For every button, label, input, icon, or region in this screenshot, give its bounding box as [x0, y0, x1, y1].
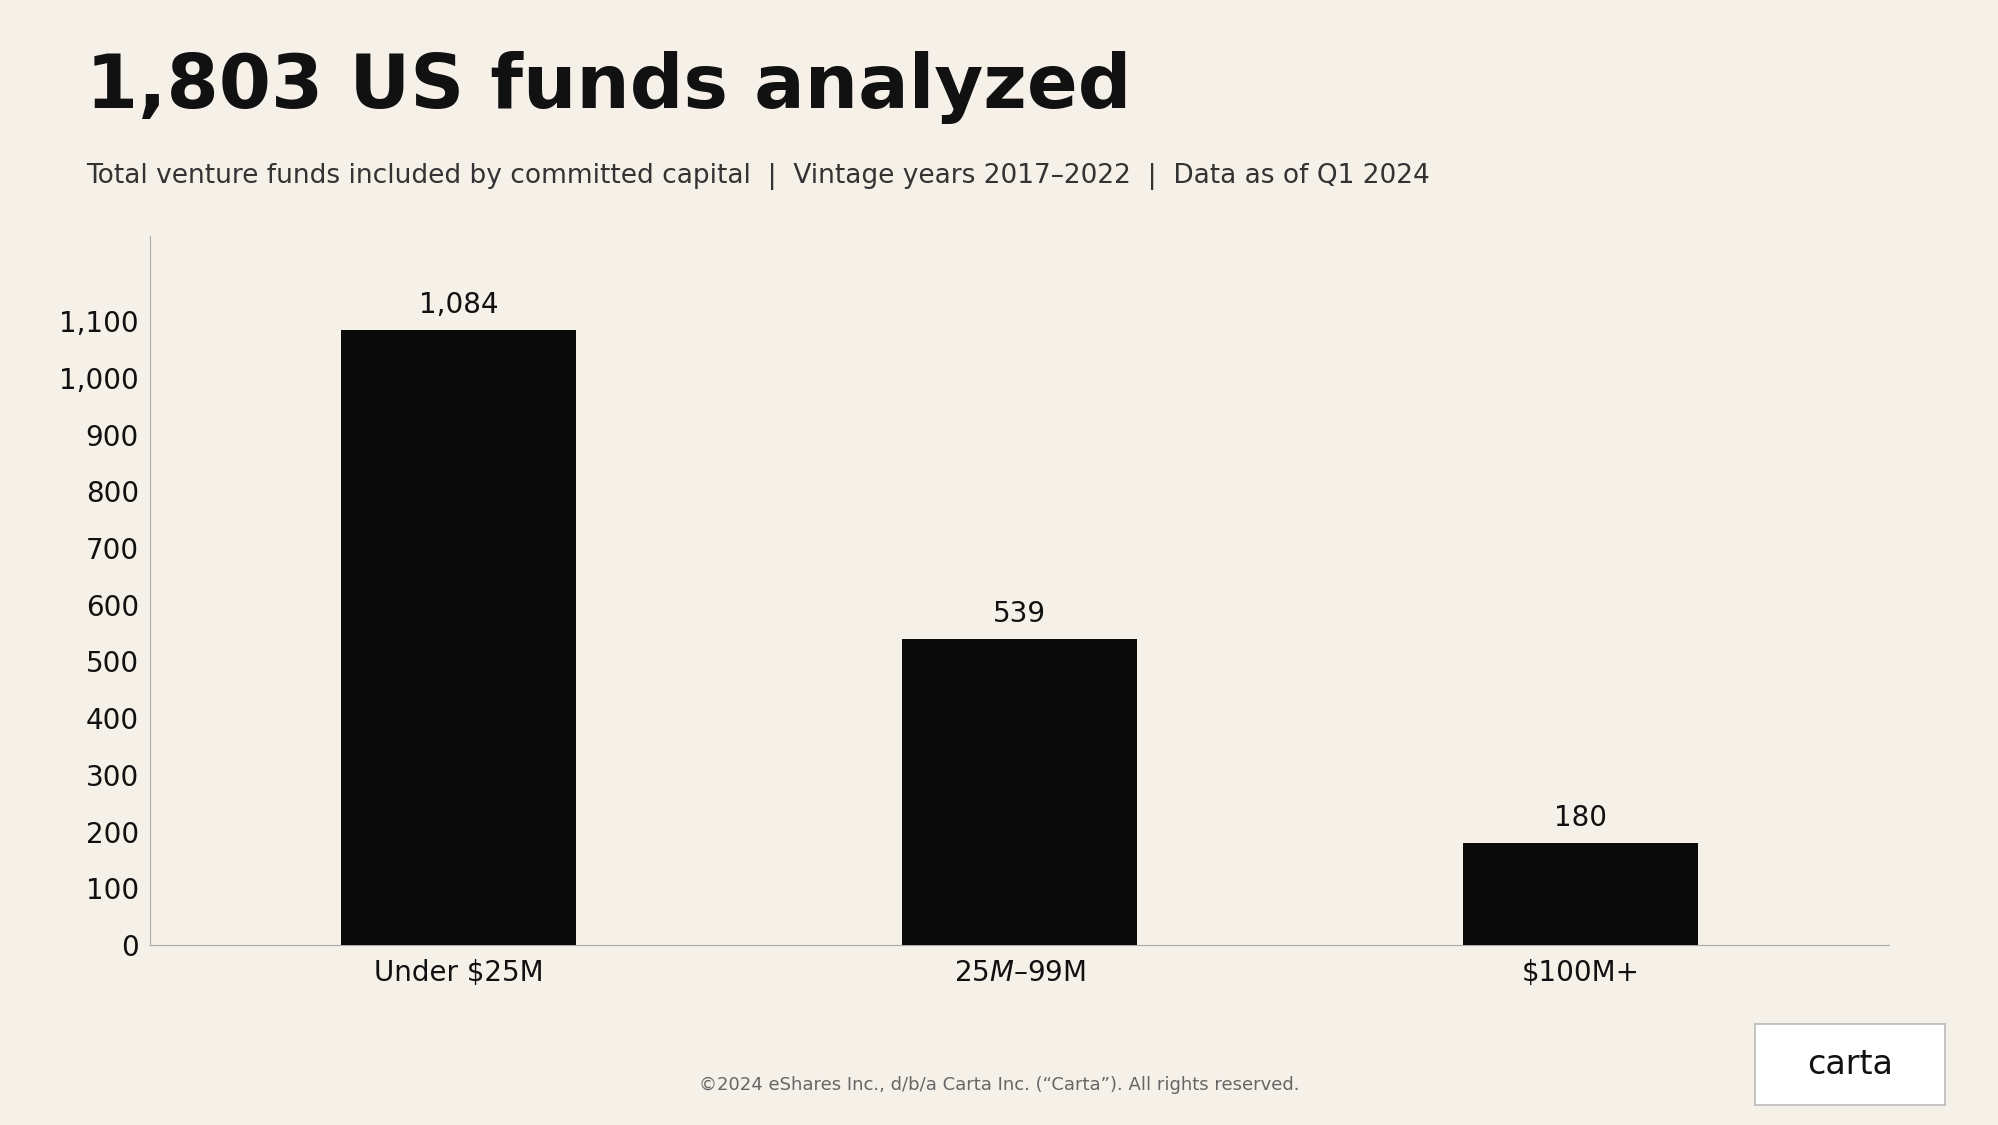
Text: 539: 539: [993, 600, 1045, 628]
Text: Total venture funds included by committed capital  |  Vintage years 2017–2022  |: Total venture funds included by committe…: [86, 163, 1429, 190]
Text: carta: carta: [1806, 1047, 1892, 1081]
Bar: [340, 331, 575, 945]
Text: 1,803 US funds analyzed: 1,803 US funds analyzed: [86, 51, 1131, 124]
Bar: [901, 639, 1137, 945]
Text: 1,084: 1,084: [418, 291, 498, 319]
Bar: [1463, 843, 1698, 945]
Text: 180: 180: [1552, 803, 1606, 831]
Text: ©2024 eShares Inc., d/b/a Carta Inc. (“Carta”). All rights reserved.: ©2024 eShares Inc., d/b/a Carta Inc. (“C…: [699, 1076, 1299, 1094]
